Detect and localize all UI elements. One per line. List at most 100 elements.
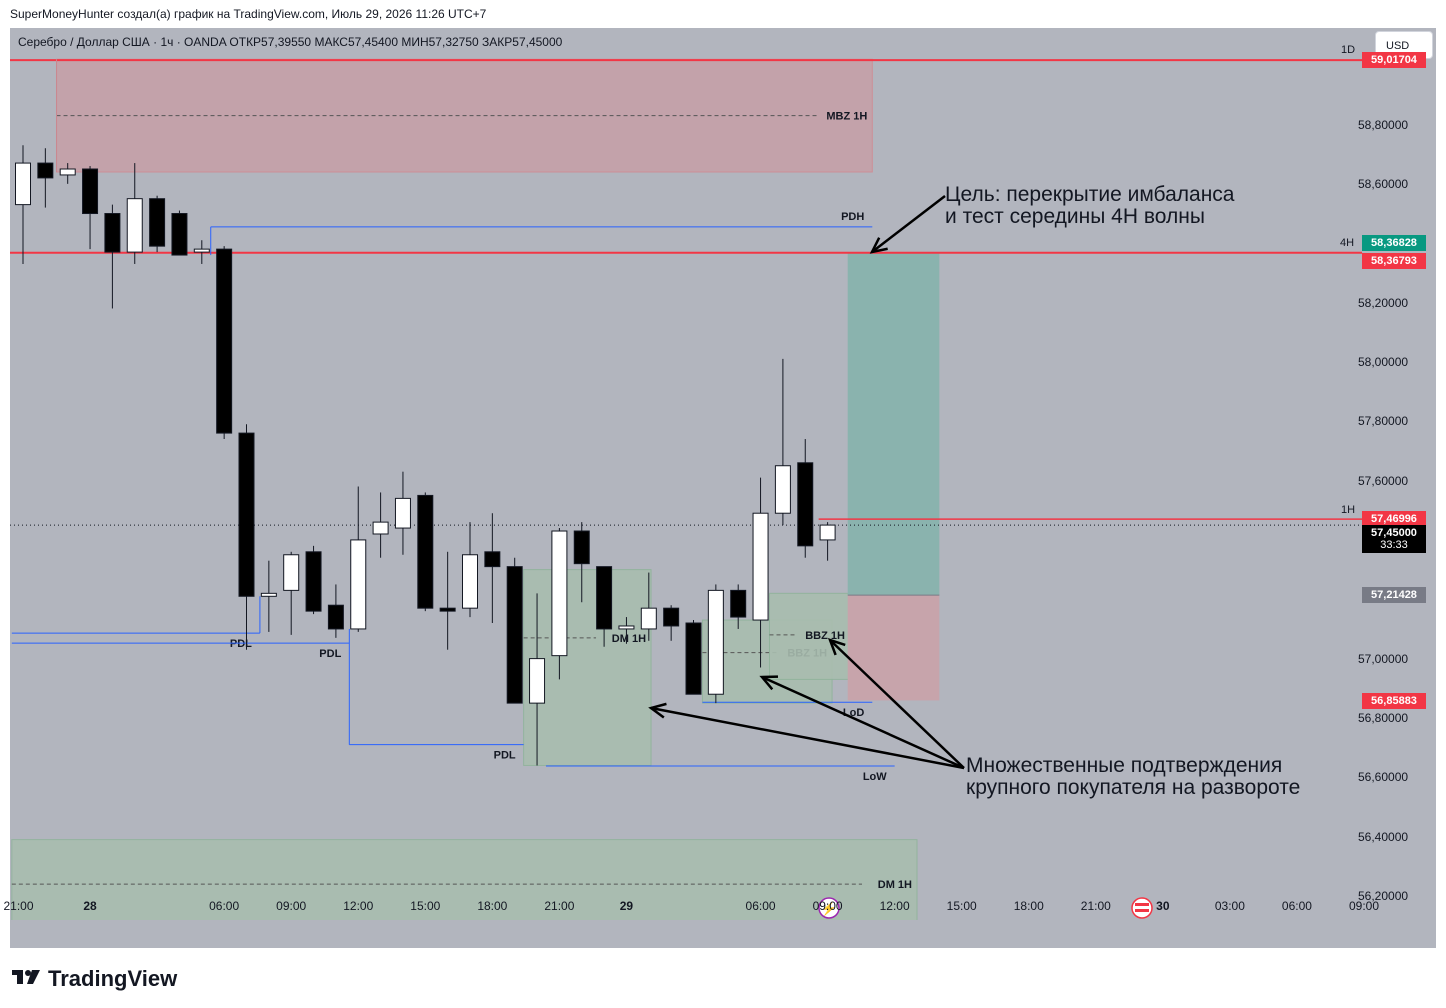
- x-tick-label: 18:00: [477, 899, 508, 913]
- x-tick-label: 30: [1156, 899, 1170, 913]
- x-tick-label: 09:00: [276, 899, 307, 913]
- candle-body-26: [596, 566, 613, 630]
- candle-body-36: [819, 524, 836, 541]
- level-label-0: PDH: [841, 211, 864, 223]
- annotation-arrowhead-0: [869, 237, 888, 254]
- x-tick-label: 21:00: [1080, 899, 1111, 913]
- candle-body-31: [707, 589, 724, 695]
- annotation-arrowhead-2: [759, 675, 779, 691]
- tradingview-mark-icon: [12, 966, 42, 992]
- candle-body-1: [37, 162, 54, 179]
- candle-body-13: [305, 551, 322, 612]
- chart-caption: SuperMoneyHunter создал(а) график на Tra…: [10, 7, 487, 21]
- price-tag-3: 57,46996: [1362, 511, 1426, 528]
- candle-body-4: [104, 213, 121, 253]
- y-tick-label: 56,80000: [1358, 710, 1409, 725]
- tradingview-wordmark: TradingView: [48, 966, 178, 991]
- candle-body-16: [372, 521, 389, 535]
- candle-body-14: [327, 604, 344, 630]
- y-tick-label: 57,00000: [1358, 651, 1409, 666]
- target-note-line1: Цель: перекрытие имбаланса: [945, 183, 1235, 206]
- target-note-line2: и тест середины 4Н волны: [945, 205, 1205, 228]
- confirm-note: Множественные подтверждения крупного пок…: [966, 755, 1300, 799]
- candle-body-21: [484, 551, 501, 568]
- candle-body-5: [126, 198, 143, 253]
- zone-4: [11, 839, 918, 920]
- x-tick-label: 06:00: [745, 899, 776, 913]
- candle-body-15: [350, 539, 367, 630]
- level-label-1: PDL: [230, 638, 252, 650]
- x-tick-label: 12:00: [343, 899, 374, 913]
- x-tick-label: 15:00: [946, 899, 977, 913]
- price-tag-1: 58,36828: [1362, 234, 1426, 251]
- y-tick-label: 58,00000: [1358, 354, 1409, 369]
- candle-body-24: [551, 530, 568, 657]
- candle-body-11: [260, 592, 277, 597]
- lightning-icon: ⚡: [821, 901, 837, 917]
- x-tick-label: 29: [619, 899, 634, 913]
- candle-body-34: [774, 465, 791, 514]
- timeframe-label-1h: 1H: [1341, 504, 1356, 516]
- x-tick-label: 21:00: [544, 899, 575, 913]
- timeframe-label-4h: 4H: [1340, 237, 1355, 249]
- price-tag-2: 58,36793: [1362, 252, 1426, 269]
- dividend-event-icon: [818, 897, 840, 919]
- candle-body-29: [663, 607, 680, 627]
- zone-3: [768, 592, 851, 680]
- zone-label-1: DM 1H: [612, 633, 646, 645]
- candle-body-35: [797, 462, 814, 547]
- x-tick-label: 18:00: [1013, 899, 1044, 913]
- x-tick-label: 09:00: [1348, 899, 1380, 913]
- confirm-note-line1: Множественные подтверждения: [966, 754, 1283, 777]
- candle-body-17: [394, 497, 411, 529]
- target-zone: [847, 252, 940, 596]
- level-label-4: LoW: [863, 771, 887, 783]
- candle-body-9: [216, 248, 233, 434]
- annotation-arrowhead-3: [827, 638, 846, 656]
- x-tick-label: 28: [83, 899, 97, 913]
- candle-body-18: [417, 494, 434, 609]
- candle-body-2: [59, 168, 76, 176]
- candle-body-3: [82, 168, 99, 215]
- y-tick-label: 58,60000: [1358, 176, 1409, 191]
- candle-body-7: [171, 213, 188, 256]
- y-tick-label: 57,80000: [1358, 414, 1409, 429]
- confirm-note-line2: крупного покупателя на развороте: [966, 776, 1301, 799]
- y-tick-label: 56,40000: [1358, 829, 1409, 844]
- candle-body-10: [238, 432, 255, 597]
- zone-1: [523, 569, 652, 766]
- candle-body-23: [529, 658, 546, 704]
- candle-body-0: [15, 162, 31, 206]
- stop-zone: [847, 595, 940, 701]
- candle-body-8: [193, 248, 210, 253]
- zone-label-0: MBZ 1H: [826, 111, 867, 123]
- annotation-arrow-1: [650, 706, 965, 770]
- x-tick-label: 03:00: [1214, 899, 1245, 913]
- candle-body-6: [149, 198, 166, 247]
- us-flag-event-icon: [1131, 897, 1153, 919]
- tradingview-logo[interactable]: TradingView: [12, 966, 177, 992]
- y-tick-label: 57,60000: [1358, 473, 1409, 488]
- candle-body-27: [618, 625, 635, 630]
- us-flag-stripe-icon: [1135, 903, 1149, 906]
- symbol-info: Серебро / Доллар США · 1ч · OANDA ОТКР57…: [18, 35, 563, 49]
- candle-body-32: [730, 589, 747, 618]
- x-tick-label: 06:00: [209, 899, 240, 913]
- candle-body-30: [685, 622, 702, 695]
- price-tag-6: 56,85883: [1362, 692, 1426, 709]
- zone-label-3: BBZ 1H: [805, 630, 845, 642]
- timeframe-label-1d: 1D: [1341, 44, 1356, 56]
- level-label-3: PDL: [494, 750, 516, 762]
- y-tick-label: 58,80000: [1358, 117, 1409, 132]
- candle-body-25: [573, 530, 590, 565]
- x-tick-label: 09:00: [812, 899, 843, 913]
- y-tick-label: 56,20000: [1358, 889, 1409, 903]
- zone-label-4: DM 1H: [878, 879, 912, 891]
- x-tick-label: 06:00: [1281, 899, 1312, 913]
- candle-body-22: [506, 566, 523, 704]
- candle-body-12: [283, 554, 300, 591]
- annotation-arrow-0: [871, 195, 946, 253]
- candle-body-33: [752, 512, 769, 621]
